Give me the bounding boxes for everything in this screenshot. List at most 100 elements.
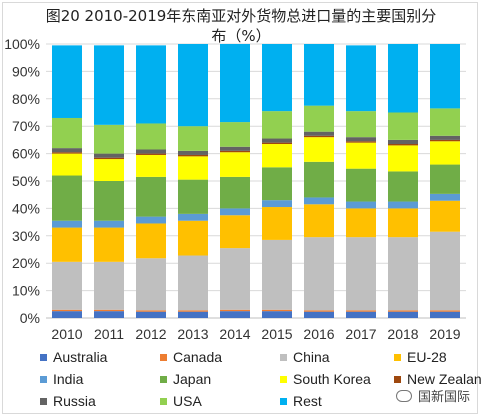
bar-segment-russia: [136, 149, 166, 154]
bar-segment-canada: [52, 309, 82, 312]
legend-swatch: [40, 353, 47, 361]
bar-segment-australia: [388, 311, 418, 318]
bar-segment-india: [430, 193, 460, 201]
legend-item-eu-28: EU-28: [394, 349, 447, 365]
bar-segment-russia: [304, 131, 334, 136]
legend-item-new-zealand: New Zealand: [394, 371, 482, 387]
bar-segment-eu-28: [220, 215, 250, 249]
chart-title: 图20 2010-2019年东南亚对外货物总进口量的主要国别分 布（%）: [0, 6, 482, 46]
x-tick-label: 2018: [387, 326, 418, 342]
bar-segment-eu-28: [178, 220, 208, 256]
bar-segment-japan: [262, 167, 292, 201]
y-tick-label: 30%: [12, 228, 40, 244]
bar-segment-india: [94, 220, 124, 228]
bar-segment-canada: [262, 309, 292, 312]
bar-segment-eu-28: [346, 208, 376, 238]
bar-segment-australia: [304, 311, 334, 318]
bar-segment-south-korea: [346, 142, 376, 169]
legend-label: Russia: [53, 393, 96, 409]
bar-segment-new-zealand: [262, 142, 292, 145]
bar-segment-usa: [178, 126, 208, 151]
legend-swatch: [394, 375, 401, 383]
bar-segment-usa: [346, 111, 376, 138]
bar-segment-australia: [220, 311, 250, 318]
bar-segment-china: [388, 237, 418, 311]
chart-title-line-1: 图20 2010-2019年东南亚对外货物总进口量的主要国别分: [45, 7, 437, 25]
bar-segment-south-korea: [220, 152, 250, 177]
legend-swatch: [280, 353, 287, 361]
x-tick-label: 2012: [135, 326, 166, 342]
bar-segment-new-zealand: [178, 154, 208, 157]
legend-item-usa: USA: [160, 393, 202, 409]
bar-segment-australia: [346, 311, 376, 318]
y-tick-label: 20%: [12, 255, 40, 271]
legend-label: USA: [173, 393, 202, 409]
bar-segment-eu-28: [430, 200, 460, 232]
bar-segment-india: [346, 201, 376, 209]
bar-segment-russia: [262, 138, 292, 143]
legend-item-china: China: [280, 349, 330, 365]
bar-segment-russia: [178, 150, 208, 155]
legend-label: EU-28: [407, 349, 447, 365]
bar-segment-south-korea: [262, 144, 292, 168]
bar-segment-rest: [304, 44, 334, 106]
y-tick-label: 70%: [12, 118, 40, 134]
bar-segment-canada: [136, 310, 166, 312]
legend-label: South Korea: [293, 371, 371, 387]
legend-label: Australia: [53, 349, 108, 365]
bar-segment-new-zealand: [346, 141, 376, 143]
bar-segment-australia: [262, 311, 292, 318]
x-tick-label: 2013: [177, 326, 208, 342]
bar-segment-eu-28: [94, 227, 124, 262]
bar-segment-eu-28: [136, 223, 166, 259]
bar-segment-canada: [178, 310, 208, 312]
y-axis: 0% 10% 20% 30% 40% 50% 60% 70% 80% 90% 100%: [4, 36, 40, 326]
bar-segment-rest: [136, 45, 166, 124]
bar-segment-usa: [94, 124, 124, 154]
bar-segment-canada: [220, 309, 250, 312]
legend-swatch: [160, 375, 167, 383]
y-tick-label: 10%: [12, 283, 40, 299]
bar-segment-south-korea: [304, 137, 334, 162]
y-tick-label: 50%: [12, 173, 40, 189]
bar-segment-eu-28: [388, 208, 418, 238]
y-tick-label: 100%: [4, 36, 40, 52]
bar-segment-new-zealand: [52, 152, 82, 154]
bar-segment-china: [178, 255, 208, 311]
bar-segment-china: [220, 248, 250, 310]
bar-segment-new-zealand: [94, 157, 124, 160]
bar-segment-india: [178, 213, 208, 221]
legend-label: Canada: [173, 349, 223, 365]
bar-segment-india: [304, 197, 334, 205]
x-axis: 2010 2011 2012 2013 2014 2015 2016 2017 2018 2019: [51, 326, 460, 342]
legend-swatch: [280, 375, 287, 383]
bar-segment-australia: [94, 311, 124, 318]
bar-segment-south-korea: [178, 156, 208, 180]
bar-segment-rest: [430, 44, 460, 109]
bar-segment-usa: [304, 105, 334, 132]
y-tick-label: 40%: [12, 200, 40, 216]
bar-segment-australia: [52, 311, 82, 318]
bar-segment-india: [388, 201, 418, 209]
bar-segment-russia: [94, 153, 124, 158]
bar-segment-canada: [346, 310, 376, 312]
bar-segment-new-zealand: [304, 135, 334, 138]
x-tick-label: 2011: [94, 326, 124, 342]
bars: [52, 44, 460, 318]
bar-segment-china: [304, 237, 334, 311]
legend-item-japan: Japan: [160, 371, 211, 387]
chart-title-line-2: 布（%）: [211, 27, 271, 45]
legend-label: China: [293, 349, 330, 365]
bar-segment-rest: [220, 44, 250, 123]
bar-segment-rest: [178, 44, 208, 127]
bar-segment-russia: [220, 146, 250, 151]
bar-segment-canada: [304, 310, 334, 312]
bar-segment-india: [220, 208, 250, 216]
bar-segment-india: [262, 200, 292, 208]
bar-segment-russia: [346, 137, 376, 142]
x-tick-label: 2016: [303, 326, 334, 342]
bar-segment-rest: [52, 45, 82, 118]
bar-segment-rest: [388, 44, 418, 113]
bar-segment-japan: [388, 171, 418, 202]
